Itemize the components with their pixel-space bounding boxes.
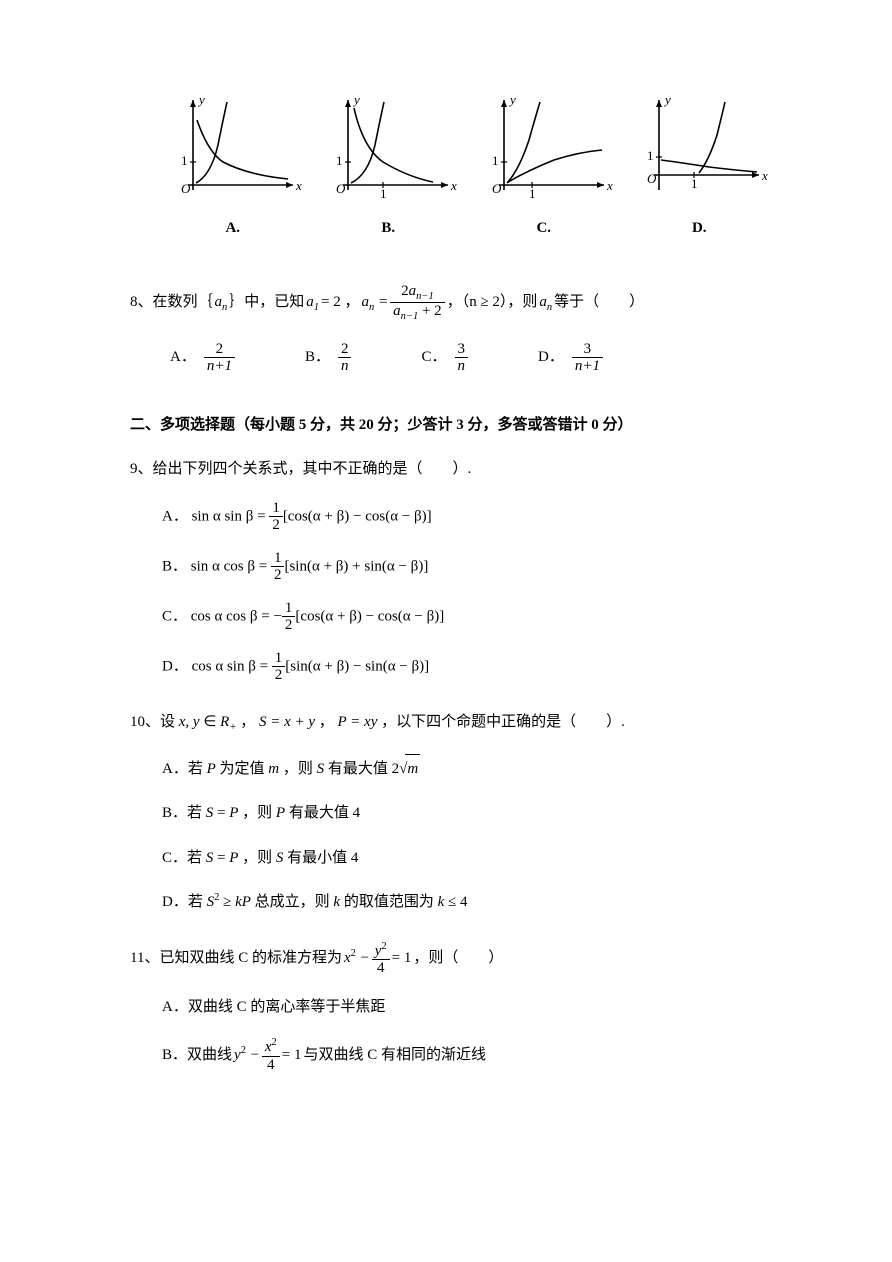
q11-eq-rhs: = 1 <box>392 944 412 973</box>
q11-eq-frac: y2 4 <box>372 941 390 977</box>
q9-stem: 9、给出下列四个关系式，其中不正确的是（ ）. <box>130 455 772 484</box>
q10-option-d: D．若 S2 ≥ kP 总成立，则 k 的取值范围为 k ≤ 4 <box>162 888 772 917</box>
svg-text:O: O <box>181 181 191 196</box>
svg-text:1: 1 <box>181 153 188 168</box>
q8-d-label: D． <box>538 343 564 372</box>
q11-pre: 11、已知双曲线 C 的标准方程为 <box>130 944 342 973</box>
q10-option-a: A．若 P 为定值 m ，则 S 有最大值 2√m <box>162 754 772 784</box>
svg-text:1: 1 <box>691 176 698 191</box>
svg-text:y: y <box>197 92 205 107</box>
q10-option-b: B．若 S = P ，则 P 有最大值 4 <box>162 799 772 828</box>
graph-c-label: C. <box>536 214 551 243</box>
graph-option-d: x y O 1 1 D. <box>627 90 773 243</box>
q8-option-c: C． 3n <box>421 341 468 375</box>
svg-text:1: 1 <box>492 153 499 168</box>
svg-text:1: 1 <box>529 186 536 201</box>
graph-d-label: D. <box>692 214 707 243</box>
svg-text:O: O <box>336 181 346 196</box>
q8-tail: 等于（ ） <box>554 288 644 317</box>
q8-an3: an <box>539 288 552 318</box>
graph-d-svg: x y O 1 1 <box>629 90 769 210</box>
q8-option-d: D． 3n+1 <box>538 341 603 375</box>
q8-a-label: A． <box>170 343 196 372</box>
q11-stem: 11、已知双曲线 C 的标准方程为 x2 − y2 4 = 1 ，则（ ） <box>130 941 772 977</box>
graph-option-b: x y O 1 1 B. <box>316 90 462 243</box>
graph-c-svg: x y O 1 1 <box>474 90 614 210</box>
q8-stem: 8、在数列｛ an ｝中，已知 a1 = 2 ， an = 2an−1 an−1… <box>130 283 772 323</box>
question-9: 9、给出下列四个关系式，其中不正确的是（ ）. A． sin α sin β =… <box>130 455 772 684</box>
q8-s1: ｝中，已知 <box>229 288 304 317</box>
svg-text:x: x <box>450 178 457 193</box>
q8-c-label: C． <box>421 343 446 372</box>
q9-option-b: B． sin α cos β = 12[sin(α + β) + sin(α −… <box>162 550 772 584</box>
q8-an: an <box>215 288 228 318</box>
q9-option-d: D． cos α sin β = 12[sin(α + β) − sin(α −… <box>162 650 772 684</box>
q8-a1: a1 <box>306 288 319 318</box>
svg-text:x: x <box>295 178 302 193</box>
svg-text:y: y <box>663 92 671 107</box>
section-2-header: 二、多项选择题（每小题 5 分，共 20 分；少答计 3 分，多答或答错计 0 … <box>130 411 772 440</box>
q9-option-c: C． cos α cos β = −12[cos(α + β) − cos(α … <box>162 600 772 634</box>
q10-option-c: C．若 S = P ，则 S 有最小值 4 <box>162 844 772 873</box>
question-8: 8、在数列｛ an ｝中，已知 a1 = 2 ， an = 2an−1 an−1… <box>130 283 772 375</box>
graph-option-a: x y O 1 A. <box>160 90 306 243</box>
q8-option-b: B． 2n <box>305 341 352 375</box>
q10-stem: 10、设 x, y ∈ R+ ， S = x + y ， P = xy ，以下四… <box>130 708 772 738</box>
svg-text:1: 1 <box>647 148 654 163</box>
svg-text:y: y <box>508 92 516 107</box>
svg-text:x: x <box>761 168 768 183</box>
q11-eq-lhs: x2 − <box>344 944 370 973</box>
graph-a-label: A. <box>225 214 240 243</box>
question-11: 11、已知双曲线 C 的标准方程为 x2 − y2 4 = 1 ，则（ ） A．… <box>130 941 772 1074</box>
q11-option-a: A．双曲线 C 的离心率等于半焦距 <box>162 993 772 1022</box>
question-10: 10、设 x, y ∈ R+ ， S = x + y ， P = xy ，以下四… <box>130 708 772 917</box>
svg-text:O: O <box>492 181 502 196</box>
q8-cond: ，（n ≥ 2），则 <box>447 288 538 317</box>
q8-b-label: B． <box>305 343 330 372</box>
q8-pre: 8、在数列｛ <box>130 288 213 317</box>
q11-post: ，则（ ） <box>413 944 503 973</box>
svg-text:1: 1 <box>336 153 343 168</box>
graph-a-svg: x y O 1 <box>163 90 303 210</box>
svg-text:O: O <box>647 171 657 186</box>
svg-text:x: x <box>606 178 613 193</box>
q8-option-a: A． 2n+1 <box>170 341 235 375</box>
graph-options-row: x y O 1 A. x y O 1 1 <box>160 90 772 243</box>
q8-options: A． 2n+1 B． 2n C． 3n D． 3n+1 <box>170 341 772 375</box>
q8-recurrence-frac: 2an−1 an−1 + 2 <box>390 283 445 323</box>
graph-option-c: x y O 1 1 C. <box>471 90 617 243</box>
svg-text:1: 1 <box>380 186 387 201</box>
q8-an2: an = <box>362 288 389 318</box>
q11-option-b: B．双曲线 y2 − x2 4 = 1 与双曲线 C 有相同的渐近线 <box>162 1037 772 1073</box>
q8-a1eq: = 2 ， <box>321 288 359 317</box>
svg-text:y: y <box>352 92 360 107</box>
q9-option-a: A． sin α sin β = 12[cos(α + β) − cos(α −… <box>162 500 772 534</box>
graph-b-label: B. <box>381 214 395 243</box>
graph-b-svg: x y O 1 1 <box>318 90 458 210</box>
